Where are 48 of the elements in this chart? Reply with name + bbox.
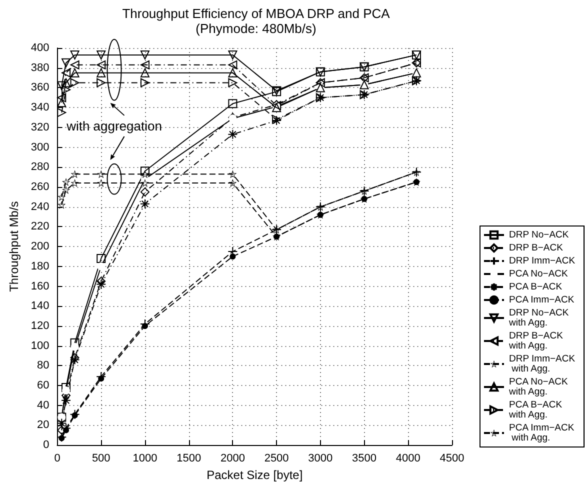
- y-tick-label: 260: [30, 180, 50, 193]
- x-tick-label: 0: [54, 452, 60, 465]
- x-tick-label: 4000: [396, 452, 420, 465]
- y-tick-label: 20: [37, 419, 50, 432]
- x-tick-label: 1000: [132, 452, 158, 465]
- y-tick-label: 60: [37, 380, 50, 392]
- y-tick-label: 280: [30, 161, 50, 174]
- y-tick-label: 400: [30, 42, 50, 54]
- y-tick-label: 380: [30, 62, 50, 74]
- annotation: with aggregation: [66, 118, 162, 134]
- legend-label: DRP B−ACK: [509, 242, 564, 254]
- y-tick-label: 200: [30, 240, 50, 253]
- x-tick-label: 3500: [352, 452, 377, 465]
- y-tick-label: 340: [30, 102, 50, 114]
- x-tick-label: 500: [92, 452, 110, 465]
- legend-label: DRP No−ACK: [509, 230, 570, 240]
- legend-label: PCA B−ACK: [509, 282, 563, 292]
- y-tick-label: 40: [37, 399, 50, 412]
- y-tick-label: 140: [30, 300, 50, 312]
- legend-label: PCA No−ACK: [509, 268, 569, 280]
- legend-label: PCA B−ACK with Agg.: [508, 400, 565, 420]
- legend-label: PCA Imm−ACK with Agg.: [509, 422, 575, 444]
- y-axis-title: Throughput Mb/s: [7, 201, 21, 292]
- y-tick-label: 100: [30, 340, 50, 352]
- y-tick-label: 80: [37, 360, 50, 372]
- y-tick-label: 220: [30, 220, 50, 233]
- y-tick-label: 120: [30, 320, 50, 332]
- legend-label: DRP B−ACK with Agg.: [508, 330, 566, 352]
- x-axis-title: Packet Size [byte]: [206, 468, 303, 482]
- x-tick-label: 2500: [264, 452, 289, 465]
- x-tick-label: 2000: [220, 452, 245, 465]
- x-tick-label: 1500: [176, 452, 202, 465]
- y-tick-label: 160: [30, 280, 50, 292]
- legend-label: DRP Imm−ACK: [509, 256, 576, 266]
- y-tick-label: 180: [30, 260, 50, 272]
- legend-label: PCA No−ACK with Agg.: [508, 376, 571, 398]
- y-tick-label: 300: [30, 141, 50, 154]
- legend-label: DRP No−ACK with Agg.: [508, 308, 572, 328]
- y-tick-label: 0: [43, 439, 50, 452]
- y-tick-label: 240: [30, 200, 50, 213]
- legend-label: DRP Imm−ACK with Agg.: [509, 354, 576, 374]
- legend-label: PCA Imm−ACK: [509, 294, 575, 306]
- y-tick-label: 320: [30, 121, 50, 134]
- chart-subtitle: (Phymode: 480Mb/s): [196, 21, 316, 36]
- chart-title: Throughput Efficiency of MBOA DRP and PCA: [122, 6, 390, 21]
- x-tick-label: 3000: [308, 452, 333, 465]
- y-tick-label: 360: [30, 82, 50, 94]
- x-tick-label: 4500: [440, 452, 464, 465]
